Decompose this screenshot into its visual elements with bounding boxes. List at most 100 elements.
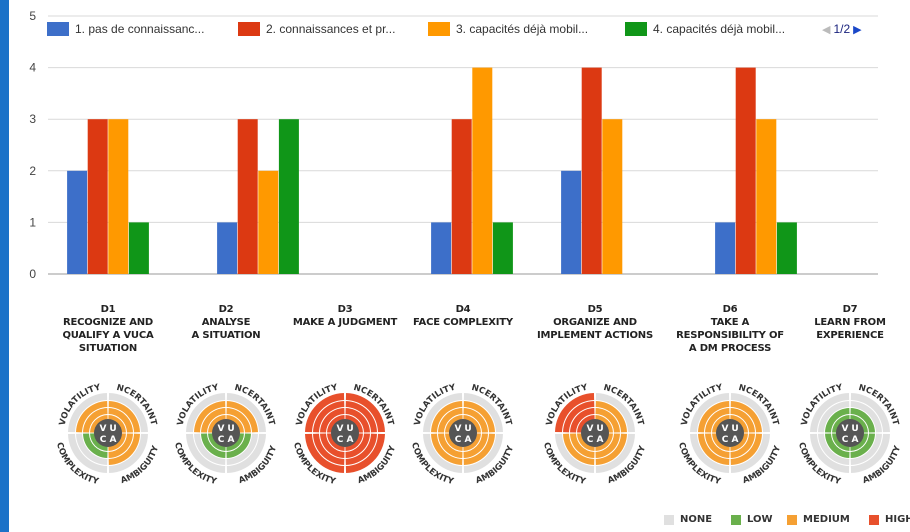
- radial-band-u: [345, 401, 377, 433]
- dimension-label-d5: D5 ORGANIZE AND IMPLEMENT ACTIONS: [536, 303, 654, 342]
- legend-item-4[interactable]: 4. capacités déjà mobil...: [625, 20, 785, 38]
- radial-band-a: [850, 433, 882, 465]
- bar-d6-series-3[interactable]: [756, 119, 777, 274]
- center-letter: C: [100, 435, 107, 445]
- center-letter: U: [851, 424, 858, 434]
- center-letter: V: [455, 424, 462, 434]
- radial-band-u: [850, 408, 875, 433]
- bar-d4-series-4[interactable]: [492, 222, 513, 274]
- radial-band-u: [463, 408, 488, 433]
- legend-item-3[interactable]: 3. capacités déjà mobil...: [428, 20, 588, 38]
- radial-band-u: [226, 401, 258, 433]
- bar-d5-series-3[interactable]: [602, 119, 623, 274]
- radial-center: [212, 419, 240, 447]
- radial-band-c: [194, 433, 226, 465]
- radial-band-a: [345, 433, 385, 473]
- bar-d6-series-2[interactable]: [735, 67, 756, 274]
- legend-swatch: [625, 22, 647, 36]
- level-swatch: [869, 514, 879, 525]
- legend-swatch: [428, 22, 450, 36]
- bar-d4-series-2[interactable]: [451, 119, 472, 274]
- vuca-radial-d1: VUCAVOLATILITYUNCERTAINTYCOMPLEXITYAMBIG…: [48, 373, 161, 487]
- radial-band-u: [850, 401, 882, 433]
- radial-band-a: [595, 433, 627, 465]
- radial-band-a: [108, 433, 133, 458]
- y-tick-label: 5: [29, 9, 36, 23]
- center-letter: A: [465, 435, 472, 445]
- level-legend-item-low: LOW: [731, 514, 773, 525]
- dimension-label-d1: D1 RECOGNIZE AND QUALIFY A VUCA SITUATION: [49, 303, 167, 355]
- radial-band-a: [345, 433, 377, 465]
- left-accent-bar: [0, 0, 9, 532]
- bar-d2-series-3[interactable]: [258, 170, 279, 274]
- radial-band-v: [438, 408, 463, 433]
- dimension-code: D5: [587, 304, 603, 315]
- dimension-code: D7: [842, 304, 858, 315]
- bar-d4-series-3[interactable]: [472, 67, 493, 274]
- radial-band-c: [320, 433, 345, 458]
- radial-band-a: [730, 433, 770, 473]
- radial-band-u: [850, 393, 890, 433]
- dimension-code: D2: [218, 304, 234, 315]
- radial-band-v: [83, 408, 108, 433]
- dimension-line: ORGANIZE AND: [553, 317, 637, 328]
- bar-d1-series-2[interactable]: [87, 119, 108, 274]
- legend-item-1[interactable]: 1. pas de connaissanc...: [47, 20, 204, 38]
- bar-d1-series-4[interactable]: [128, 222, 149, 274]
- radial-band-u: [463, 401, 495, 433]
- bar-d6-series-4[interactable]: [776, 222, 797, 274]
- center-letter: V: [722, 424, 729, 434]
- radial-band-a: [108, 433, 140, 465]
- radial-band-v: [320, 408, 345, 433]
- pager-prev-icon[interactable]: ◀: [822, 23, 831, 36]
- bar-d5-series-2[interactable]: [581, 67, 602, 274]
- bar-d1-series-3[interactable]: [108, 119, 129, 274]
- radial-band-v: [431, 401, 463, 433]
- vuca-radial-d3: VUCAVOLATILITYUNCERTAINTYCOMPLEXITYAMBIG…: [285, 373, 398, 487]
- dimension-line: TAKE A: [710, 317, 750, 328]
- bar-d6-series-1[interactable]: [715, 222, 736, 274]
- bar-d2-series-4[interactable]: [278, 119, 299, 274]
- level-label: NONE: [680, 514, 713, 525]
- legend-pager[interactable]: ◀ 1/2 ▶: [819, 20, 865, 38]
- y-tick-label: 1: [29, 215, 36, 229]
- center-letter: V: [100, 424, 107, 434]
- radial-band-c: [438, 433, 463, 458]
- dimension-label-d7: D7 LEARN FROM EXPERIENCE: [791, 303, 909, 342]
- dimension-line: RESPONSIBILITY OF: [676, 330, 784, 341]
- radial-band-a: [850, 433, 890, 473]
- bar-d1-series-1[interactable]: [67, 170, 88, 274]
- legend-label: 3. capacités déjà mobil...: [456, 22, 589, 36]
- radial-band-v: [563, 401, 595, 433]
- radial-band-c: [68, 433, 108, 473]
- bar-d5-series-1[interactable]: [561, 170, 582, 274]
- radial-band-v: [194, 401, 226, 433]
- radial-band-u: [226, 408, 251, 433]
- dimension-code: D4: [455, 304, 471, 315]
- radial-band-v: [705, 408, 730, 433]
- radial-band-v: [201, 408, 226, 433]
- radial-band-u: [345, 408, 370, 433]
- radial-band-u: [108, 401, 140, 433]
- legend-swatch: [47, 22, 69, 36]
- level-label: LOW: [747, 514, 773, 525]
- radial-band-u: [730, 401, 762, 433]
- radial-band-u: [108, 393, 148, 433]
- vuca-radial-d7: VUCAVOLATILITYUNCERTAINTYCOMPLEXITYAMBIG…: [790, 373, 903, 487]
- dimension-label-d3: D3 MAKE A JUDGMENT: [286, 303, 404, 329]
- pager-next-icon[interactable]: ▶: [853, 23, 862, 36]
- radial-band-c: [705, 433, 730, 458]
- level-label: MEDIUM: [803, 514, 850, 525]
- legend-item-2[interactable]: 2. connaissances et pr...: [238, 20, 395, 38]
- center-letter: U: [731, 424, 738, 434]
- radial-band-u: [595, 408, 620, 433]
- dimension-line: A SITUATION: [191, 330, 261, 341]
- radial-band-v: [570, 408, 595, 433]
- radial-band-u: [595, 401, 627, 433]
- center-letter: C: [842, 435, 849, 445]
- bar-d2-series-1[interactable]: [217, 222, 238, 274]
- radial-band-c: [825, 433, 850, 458]
- bar-d4-series-1[interactable]: [431, 222, 452, 274]
- bar-d2-series-2[interactable]: [237, 119, 258, 274]
- vuca-radial-d2: VUCAVOLATILITYUNCERTAINTYCOMPLEXITYAMBIG…: [166, 373, 279, 487]
